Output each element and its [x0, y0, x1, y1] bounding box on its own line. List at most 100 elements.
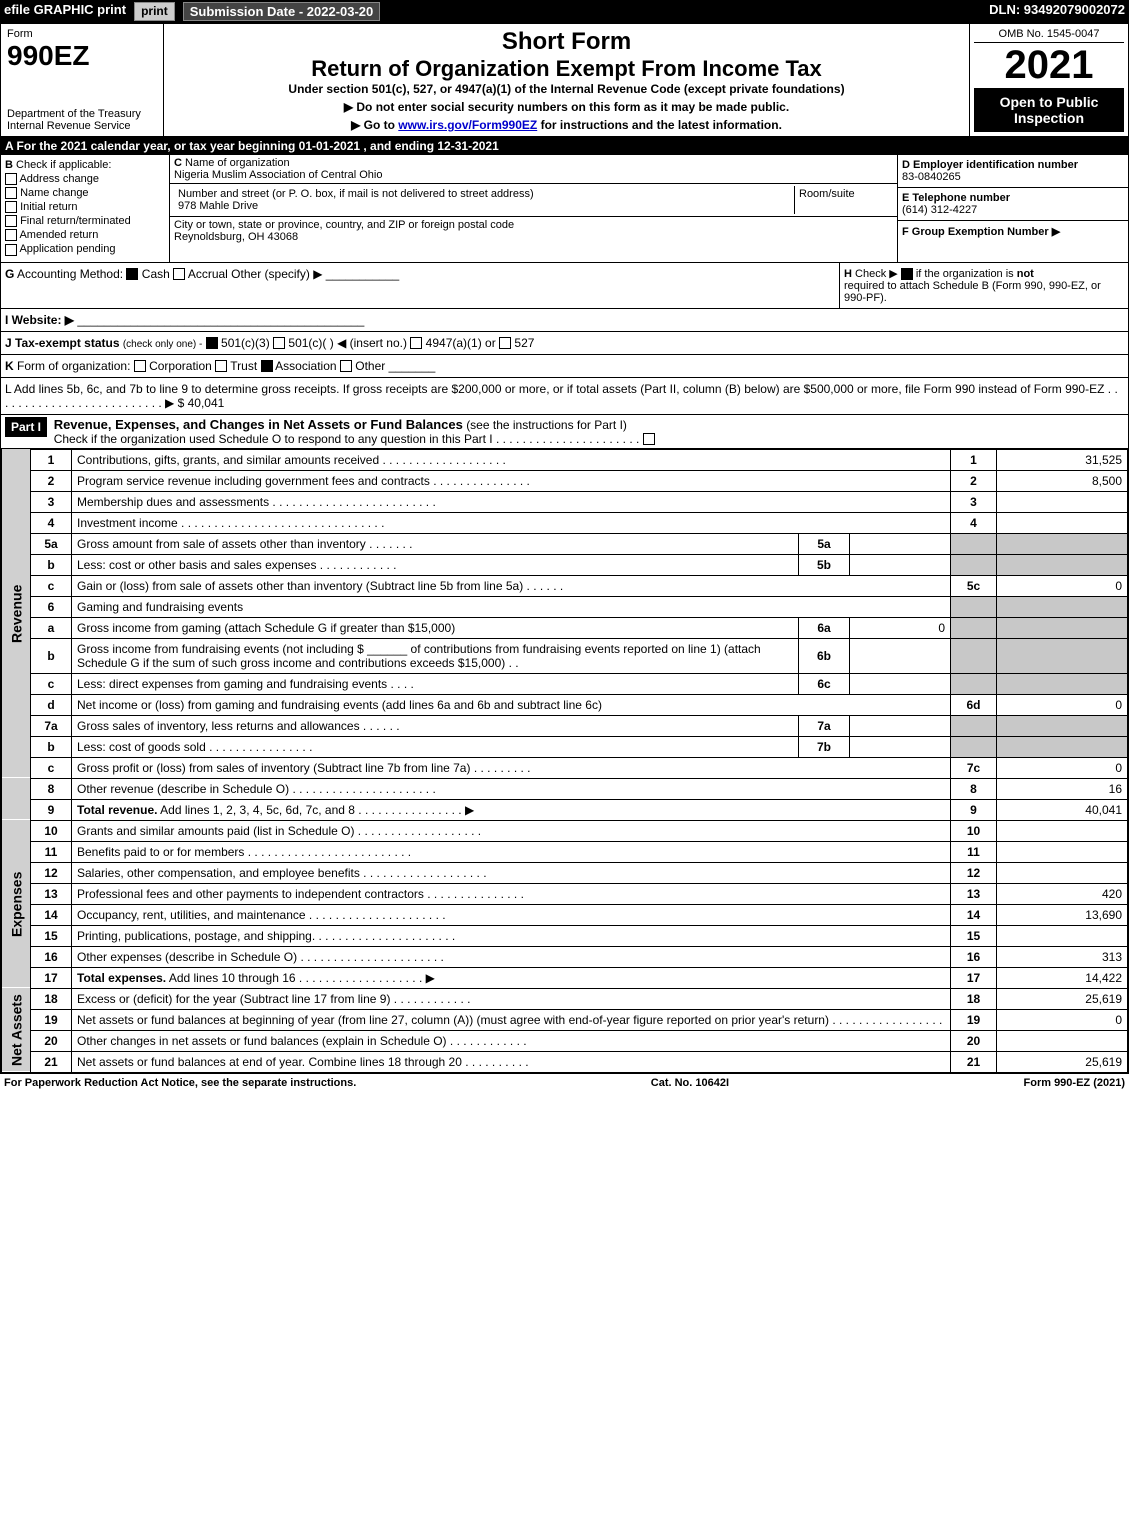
part-1-sub: (see the instructions for Part I)	[466, 418, 627, 432]
cb-address-change[interactable]	[5, 173, 17, 185]
line-9-ref: 9	[951, 799, 997, 820]
cb-amended-return[interactable]	[5, 229, 17, 241]
line-14-ref: 14	[951, 904, 997, 925]
line-5a-ref-shaded	[951, 533, 997, 554]
print-button[interactable]: print	[134, 2, 175, 21]
netassets-side-label: Net Assets	[2, 988, 31, 1072]
cb-trust[interactable]	[215, 360, 227, 372]
line-1-amt: 31,525	[997, 449, 1128, 470]
cb-association[interactable]	[261, 360, 273, 372]
city-value: Reynoldsburg, OH 43068	[174, 231, 298, 243]
line-6b-ref-shaded	[951, 638, 997, 673]
acct-method-label: Accounting Method:	[17, 267, 123, 281]
g-label: G	[5, 267, 14, 281]
line-11-desc: Benefits paid to or for members	[77, 845, 244, 859]
line-18-desc: Excess or (deficit) for the year (Subtra…	[77, 992, 390, 1006]
cb-501c[interactable]	[273, 337, 285, 349]
line-6d-no: d	[31, 694, 72, 715]
line-3-amt	[997, 491, 1128, 512]
line-6d-ref: 6d	[951, 694, 997, 715]
cb-schedule-o[interactable]	[643, 433, 655, 445]
line-15-ref: 15	[951, 925, 997, 946]
line-6c-amt-shaded	[997, 673, 1128, 694]
line-18-ref: 18	[951, 988, 997, 1009]
form-word: Form	[7, 28, 157, 40]
under-section: Under section 501(c), 527, or 4947(a)(1)…	[170, 82, 963, 96]
line-11-amt	[997, 841, 1128, 862]
cb-527[interactable]	[499, 337, 511, 349]
cb-accrual[interactable]	[173, 268, 185, 280]
cb-cash[interactable]	[126, 268, 138, 280]
cb-name-change[interactable]	[5, 187, 17, 199]
line-7a-subval	[850, 715, 951, 736]
line-9-amt: 40,041	[997, 799, 1128, 820]
line-5c-no: c	[31, 575, 72, 596]
cb-corporation[interactable]	[134, 360, 146, 372]
line-6d-desc: Net income or (loss) from gaming and fun…	[72, 694, 951, 715]
line-18-amt: 25,619	[997, 988, 1128, 1009]
line-16-amt: 313	[997, 946, 1128, 967]
line-6-no: 6	[31, 596, 72, 617]
line-6c-subval	[850, 673, 951, 694]
line-7b-subval	[850, 736, 951, 757]
submission-date: Submission Date - 2022-03-20	[183, 2, 381, 21]
opt-address-change: Address change	[19, 173, 99, 185]
cb-other-org[interactable]	[340, 360, 352, 372]
f-label: F Group Exemption Number ▶	[902, 226, 1060, 238]
line-2-no: 2	[31, 470, 72, 491]
part-1-label: Part I	[5, 417, 47, 437]
goto-line: ▶ Go to www.irs.gov/Form990EZ for instru…	[170, 118, 963, 132]
website-label: I Website: ▶	[5, 313, 74, 327]
line-21-desc: Net assets or fund balances at end of ye…	[77, 1055, 462, 1069]
opt-4947: 4947(a)(1) or	[426, 336, 496, 350]
line-6b-subval	[850, 638, 951, 673]
line-6b-amt-shaded	[997, 638, 1128, 673]
line-8-no: 8	[31, 778, 72, 799]
line-5a-no: 5a	[31, 533, 72, 554]
cb-4947[interactable]	[410, 337, 422, 349]
line-8-ref: 8	[951, 778, 997, 799]
line-6c-sub: 6c	[799, 673, 850, 694]
row-a-period: A For the 2021 calendar year, or tax yea…	[1, 137, 1128, 155]
line-6-amt-shaded	[997, 596, 1128, 617]
line-5b-desc: Less: cost or other basis and sales expe…	[77, 558, 316, 572]
cb-501c3[interactable]	[206, 337, 218, 349]
tax-year: 2021	[974, 43, 1124, 88]
line-7b-no: b	[31, 736, 72, 757]
row-i: I Website: ▶ ___________________________…	[1, 309, 1128, 332]
cb-schedule-b[interactable]	[901, 268, 913, 280]
line-5c-desc: Gain or (loss) from sale of assets other…	[77, 579, 523, 593]
cb-final-return[interactable]	[5, 215, 17, 227]
city-label: City or town, state or province, country…	[174, 219, 514, 231]
opt-initial-return: Initial return	[20, 201, 77, 213]
line-5b-ref-shaded	[951, 554, 997, 575]
line-14-amt: 13,690	[997, 904, 1128, 925]
line-1-ref: 1	[951, 449, 997, 470]
line-5b-amt-shaded	[997, 554, 1128, 575]
line-6-desc: Gaming and fundraising events	[72, 596, 951, 617]
footer-left: For Paperwork Reduction Act Notice, see …	[4, 1077, 356, 1089]
dept-label: Department of the Treasury	[7, 108, 157, 120]
line-5a-desc: Gross amount from sale of assets other t…	[77, 537, 366, 551]
line-6c-ref-shaded	[951, 673, 997, 694]
line-10-amt	[997, 820, 1128, 841]
line-21-ref: 21	[951, 1051, 997, 1072]
page-footer: For Paperwork Reduction Act Notice, see …	[0, 1074, 1129, 1092]
cb-application-pending[interactable]	[5, 244, 17, 256]
line-19-amt: 0	[997, 1009, 1128, 1030]
line-5c-amt: 0	[997, 575, 1128, 596]
return-title: Return of Organization Exempt From Incom…	[170, 56, 963, 82]
irs-link[interactable]: www.irs.gov/Form990EZ	[398, 118, 537, 132]
line-6c-no: c	[31, 673, 72, 694]
line-19-no: 19	[31, 1009, 72, 1030]
h-text2: if the organization is	[916, 268, 1017, 280]
line-7b-sub: 7b	[799, 736, 850, 757]
line-6b-desc1: Gross income from fundraising events (no…	[77, 642, 364, 656]
line-4-amt	[997, 512, 1128, 533]
line-10-no: 10	[31, 820, 72, 841]
cb-initial-return[interactable]	[5, 201, 17, 213]
line-7a-amt-shaded	[997, 715, 1128, 736]
section-b: B Check if applicable: Address change Na…	[1, 155, 1128, 263]
line-14-desc: Occupancy, rent, utilities, and maintena…	[77, 908, 306, 922]
omb-number: OMB No. 1545-0047	[974, 28, 1124, 43]
